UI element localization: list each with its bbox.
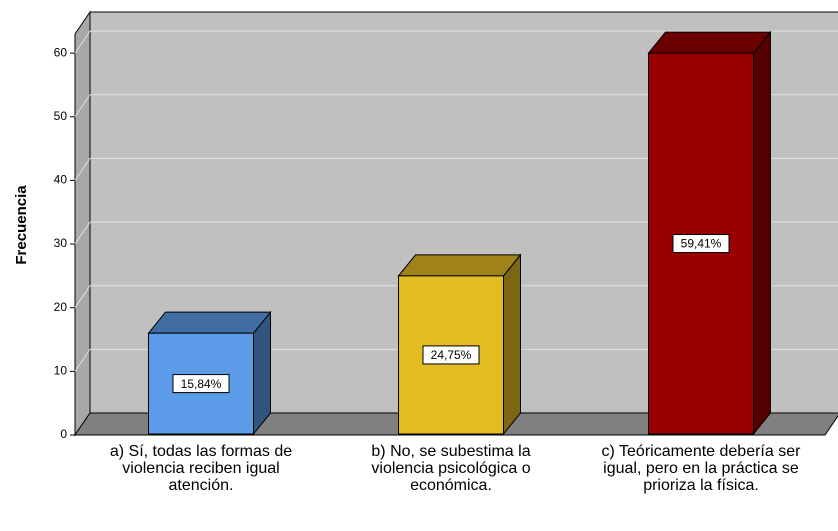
- y-tick-label: 40: [54, 173, 68, 187]
- bar-side: [753, 30, 771, 436]
- grid-line: [74, 30, 91, 54]
- y-tick-label: 0: [60, 427, 67, 441]
- data-label-box: [422, 345, 480, 365]
- x-tick-label: b) No, se subestima la violencia psicoló…: [371, 443, 531, 494]
- grid-line: [74, 221, 91, 245]
- grid-line: [74, 285, 91, 308]
- grid-line: [74, 94, 91, 118]
- bar-side: [503, 253, 521, 436]
- data-label-box: [172, 374, 230, 394]
- y-tick-label: 10: [54, 364, 68, 378]
- y-tick-label: 60: [54, 45, 68, 59]
- y-tick-label: 20: [54, 300, 68, 314]
- data-label: 24,75%: [431, 348, 472, 362]
- bar-top: [397, 254, 522, 277]
- grid-line: [74, 349, 91, 372]
- data-label: 15,84%: [181, 377, 222, 391]
- bar-top: [147, 311, 272, 334]
- x-tick-label: a) Sí, todas las formas de violencia rec…: [109, 443, 293, 494]
- y-axis-label: Frecuencia: [13, 185, 30, 265]
- data-label: 59,41%: [681, 237, 722, 251]
- data-label-box: [672, 234, 730, 254]
- bar-top: [647, 31, 772, 54]
- left-wall: [74, 10, 91, 437]
- x-tick-label: c) Teóricamente debería ser igual, pero …: [601, 443, 801, 494]
- grid-line: [74, 158, 91, 181]
- y-tick-label: 50: [54, 109, 68, 123]
- y-tick-label: 30: [54, 236, 68, 250]
